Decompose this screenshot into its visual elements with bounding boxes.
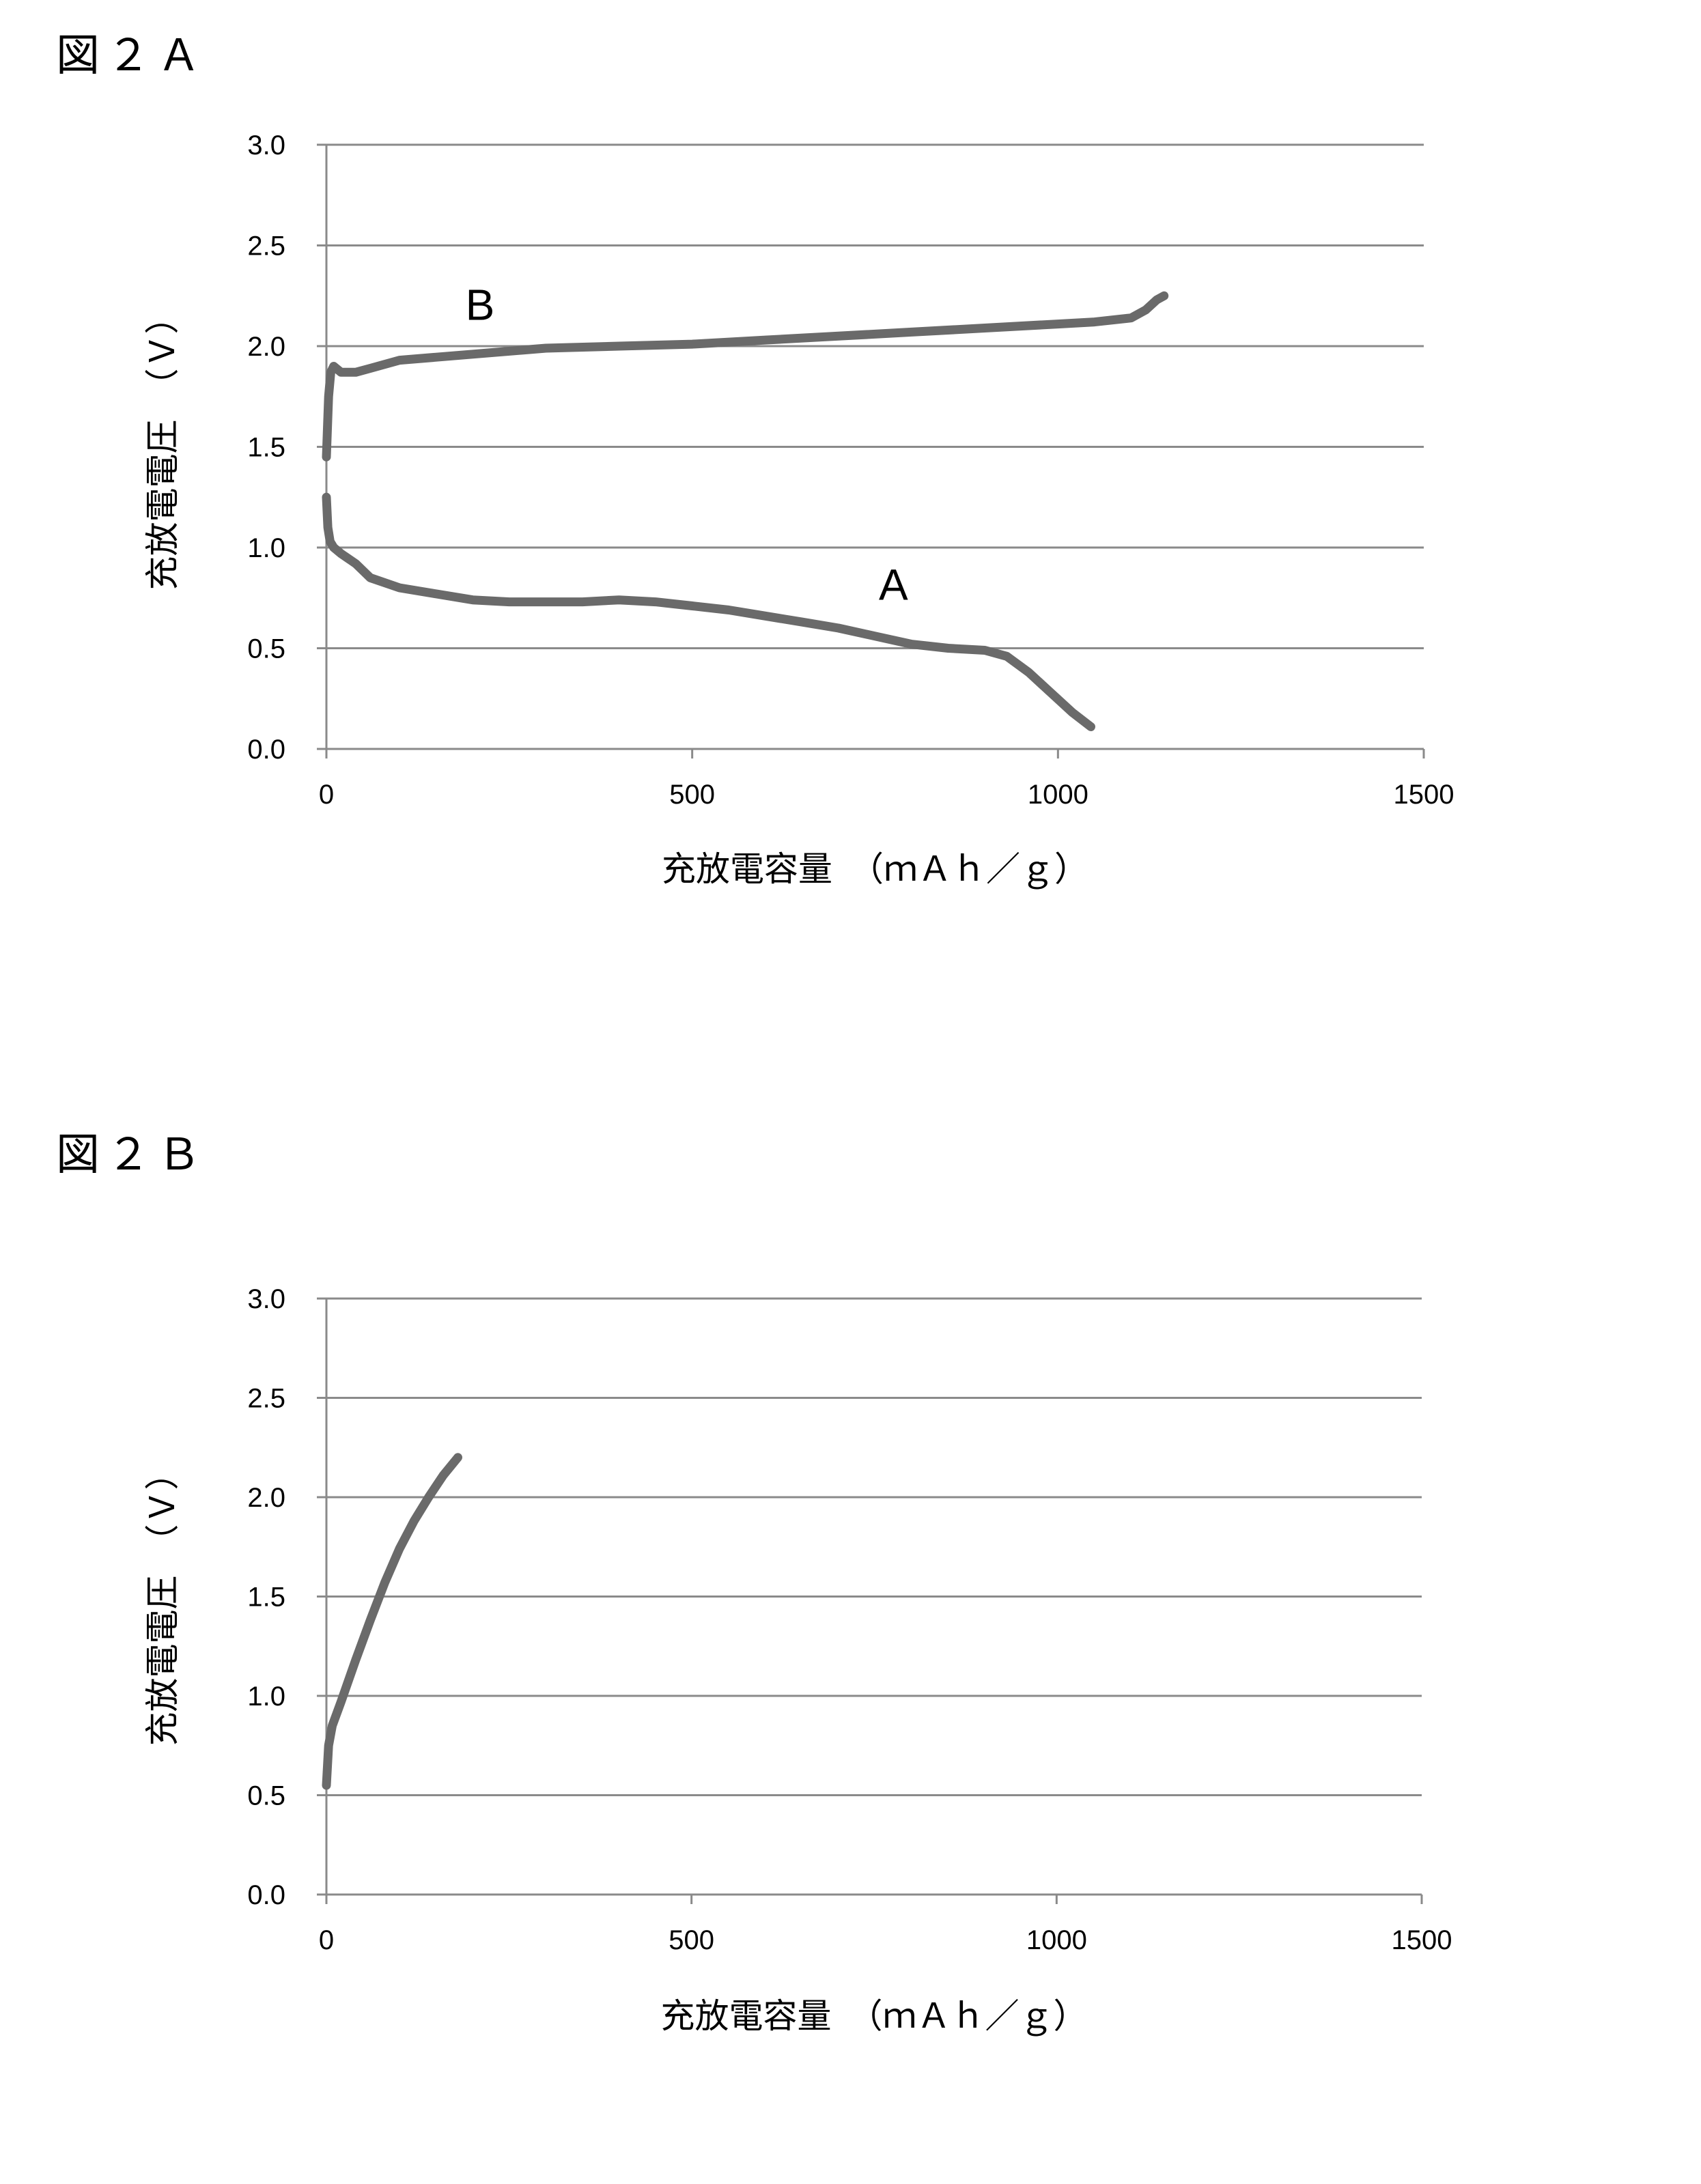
- x-tick-label: 500: [669, 780, 715, 810]
- x-tick-label: 1000: [1028, 780, 1088, 810]
- y-tick-label: 2.5: [247, 1384, 285, 1414]
- figure-2a-label: 図２Ａ: [56, 31, 208, 81]
- y-axis-title: 充放電電圧 （Ｖ）: [143, 1456, 182, 1746]
- x-tick-label: 1000: [1026, 1925, 1087, 1955]
- x-tick-label: 0: [319, 780, 334, 810]
- series-line-B: [322, 291, 1169, 462]
- y-tick-label: 0.5: [247, 634, 285, 664]
- figure-2b-label: 図２Ｂ: [56, 1130, 208, 1180]
- y-tick-label: 1.0: [247, 1682, 285, 1712]
- chart-2b: 0.0 0.5 1.0 1.5 2.0 2.5 3.0 0 500 1000 1500 充放電容量 （…: [143, 1284, 1452, 2037]
- x-axis-title: 充放電容量 （ｍＡｈ／ｇ）: [662, 849, 1088, 890]
- y-tick-label: 2.0: [247, 332, 285, 362]
- x-tick-label: 1500: [1392, 1925, 1452, 1955]
- x-tick-label: 1500: [1394, 780, 1454, 810]
- y-tick-label: 0.0: [247, 735, 285, 765]
- y-tick-label: 0.5: [247, 1781, 285, 1811]
- y-tick-label: 2.5: [247, 231, 285, 261]
- x-tick-label: 500: [669, 1925, 714, 1955]
- y-tick-label: 2.0: [247, 1483, 285, 1513]
- series-label-A: A: [879, 561, 908, 610]
- chart-2a: 0.0 0.5 1.0 1.5 2.0 2.5 3.0 0 500 1000 1500 充放電容量 （…: [143, 130, 1454, 890]
- y-axis-title: 充放電電圧 （Ｖ）: [143, 300, 182, 591]
- series-line-A: [322, 492, 1095, 731]
- y-tick-label: 3.0: [247, 1284, 285, 1314]
- y-tick-label: 1.0: [247, 533, 285, 563]
- y-tick-label: 1.5: [247, 1583, 285, 1613]
- series-label-B: B: [466, 281, 495, 330]
- y-tick-label: 0.0: [247, 1880, 285, 1910]
- series-line-0: [322, 1453, 462, 1790]
- x-axis-title: 充放電容量 （ｍＡｈ／ｇ）: [661, 1996, 1088, 2037]
- y-tick-label: 3.0: [247, 130, 285, 160]
- x-tick-label: 0: [319, 1925, 334, 1955]
- y-tick-label: 1.5: [247, 433, 285, 463]
